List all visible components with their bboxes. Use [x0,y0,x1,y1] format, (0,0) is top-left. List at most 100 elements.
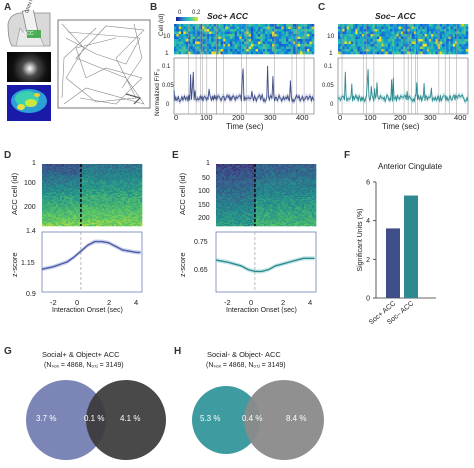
raster-cell [118,209,121,211]
heatmap-cell [355,29,358,32]
raster-cell [98,200,101,202]
raster-cell [308,169,311,171]
raster-cell [70,172,73,174]
heatmap-cell [225,51,228,55]
raster-cell [104,166,107,168]
raster-cell [298,165,301,167]
heatmap-cell [396,41,399,45]
heatmap-cell [431,36,434,40]
raster-cell [84,177,87,179]
raster-cell [108,185,111,188]
heatmap-cell [442,29,445,32]
raster-cell [52,193,55,196]
heatmap-cell [340,26,343,30]
raster-cell [58,168,61,170]
heatmap-cell [370,34,373,37]
raster-cell [46,219,49,222]
heatmap-cell [199,41,203,45]
raster-cell [256,171,259,173]
raster-cell [118,218,121,221]
raster-cell [42,195,45,197]
raster-cell [60,216,63,219]
heatmap-cell [346,39,350,42]
raster-cell [50,201,53,203]
heatmap-cell [433,24,436,27]
raster-cell [88,214,91,216]
raster-cell [90,214,93,216]
heatmap-cell [211,46,214,50]
raster-cell [42,180,45,182]
raster-cell [72,220,75,223]
raster-cell [58,172,61,174]
raster-cell [110,188,113,191]
raster-cell [110,199,113,201]
raster-cell [296,165,299,167]
raster-cell [48,174,51,176]
raster-cell [314,167,317,169]
raster-cell [110,200,113,202]
raster-cell [136,180,139,182]
raster-cell [126,204,129,206]
raster-cell [98,164,101,166]
raster-cell [234,165,237,167]
heatmap-cell [364,29,367,32]
heatmap-cell [338,36,341,40]
heatmap-cell [241,36,245,40]
raster-cell [124,183,127,185]
raster-cell [140,172,143,174]
raster-cell [62,211,65,213]
raster-cell [296,170,299,172]
raster-cell [60,192,63,195]
raster-cell [98,172,101,174]
raster-cell [104,213,107,215]
raster-cell [62,179,65,181]
raster-cell [268,166,271,168]
heatmap-cell [461,41,464,45]
raster-cell [298,167,301,169]
raster-cell [140,200,143,202]
raster-cell [78,174,81,176]
raster-cell [308,165,311,167]
raster-cell [50,195,53,197]
heatmap-cell [260,36,263,40]
heatmap-cell [374,41,378,45]
raster-cell [62,166,65,168]
raster-cell [260,170,263,172]
raster-cell [78,189,81,192]
raster-cell [46,173,49,175]
raster-cell [62,217,65,220]
raster-cell [250,170,253,172]
raster-cell [76,180,79,182]
heatmap-cell [269,29,273,32]
raster-cell [136,222,139,225]
raster-cell [102,196,105,198]
heatmap-cell [267,41,270,45]
heatmap-cell [265,29,268,32]
raster-cell [128,209,131,211]
raster-cell [116,182,119,184]
heatmap-cell [185,41,189,45]
raster-cell [42,198,45,200]
raster-cell [84,211,87,213]
raster-cell [260,165,263,167]
raster-cell [92,198,95,200]
raster-cell [126,206,129,208]
heatmap-cell [413,31,417,35]
raster-cell [56,187,59,190]
raster-cell [222,167,225,169]
raster-cell [60,171,63,173]
raster-cell [118,224,121,227]
heatmap-cell [253,44,256,47]
raster-cell [112,187,115,190]
raster-cell [68,174,71,176]
raster-cell [106,184,109,186]
heatmap-cell [202,34,205,37]
raster-cell [58,223,61,226]
raster-cell [88,164,91,166]
heatmap-cell [262,29,266,32]
heatmap-cell [342,51,345,55]
raster-cell [278,170,281,172]
heatmap-cell [418,49,421,52]
raster-cell [86,223,89,226]
heatmap-cell [192,29,196,32]
